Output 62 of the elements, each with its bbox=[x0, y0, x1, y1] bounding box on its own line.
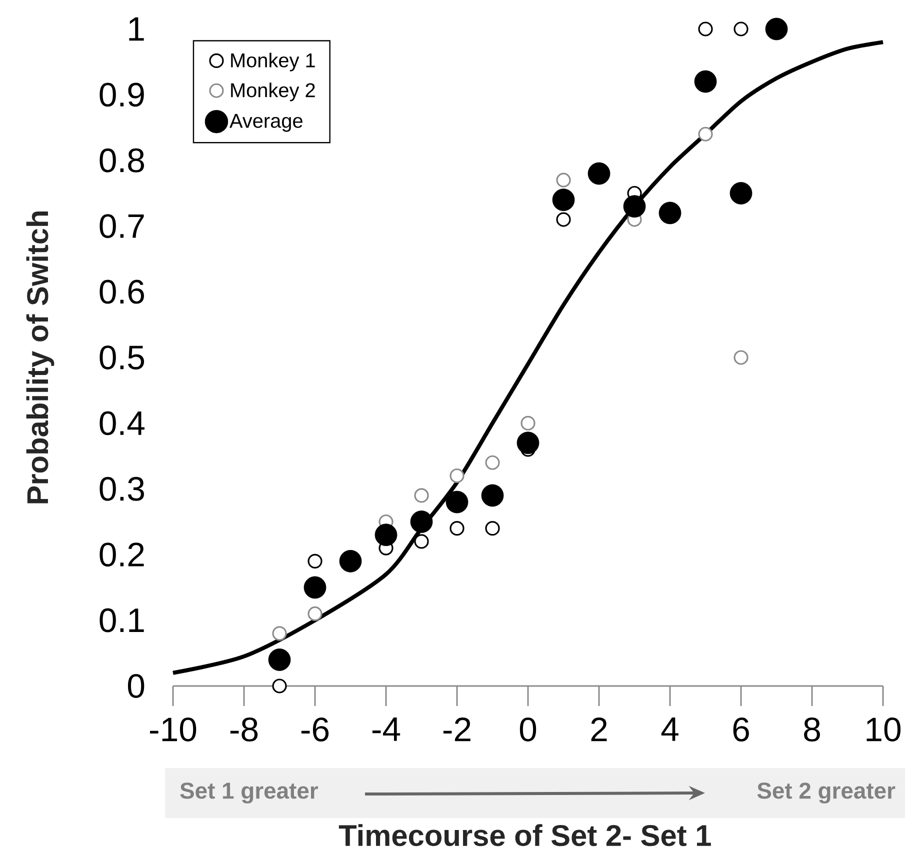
text: Set 2 greater bbox=[757, 782, 896, 804]
point bbox=[694, 70, 717, 93]
point bbox=[485, 521, 500, 536]
point bbox=[556, 172, 571, 188]
y-tick-label: 0.5 bbox=[100, 346, 144, 370]
y-tick-label: 1 bbox=[129, 17, 144, 41]
x-tick-label: -4 bbox=[372, 718, 400, 741]
point bbox=[765, 18, 788, 40]
x-tick-label: 8 bbox=[804, 718, 820, 742]
point bbox=[481, 484, 504, 507]
point bbox=[339, 550, 362, 572]
point bbox=[588, 162, 610, 185]
x-tick-label: 10 bbox=[866, 718, 901, 742]
point bbox=[272, 626, 287, 641]
x-tick-label: 4 bbox=[661, 718, 678, 741]
x-tick-label: -2 bbox=[443, 718, 470, 742]
point bbox=[446, 490, 468, 514]
point bbox=[414, 534, 429, 549]
point bbox=[556, 212, 571, 227]
y-tick-label: 0.2 bbox=[100, 542, 144, 567]
point bbox=[414, 488, 429, 503]
point bbox=[410, 510, 433, 533]
y-tick-label: 0 bbox=[128, 674, 144, 698]
point bbox=[308, 606, 322, 622]
text: Set 1 greater bbox=[180, 782, 318, 804]
x-tick-label: 2 bbox=[591, 718, 607, 742]
point bbox=[698, 22, 713, 36]
point bbox=[658, 202, 682, 224]
point bbox=[623, 195, 646, 218]
line-series bbox=[171, 40, 886, 675]
x-tick-label: -8 bbox=[230, 718, 258, 742]
y-tick-label: 0.3 bbox=[100, 476, 144, 501]
x-tick-label: 0 bbox=[520, 718, 536, 742]
y-tick-label: 0.9 bbox=[100, 82, 144, 107]
point bbox=[450, 521, 464, 536]
legend-label: Average bbox=[230, 114, 302, 132]
y-tick-label: 0.8 bbox=[100, 148, 144, 172]
point bbox=[272, 678, 287, 694]
y-tick-label: 0.6 bbox=[100, 280, 144, 304]
y-tick-label: 0.1 bbox=[100, 608, 144, 632]
legend-label: Monkey 1 bbox=[231, 52, 315, 72]
point bbox=[485, 455, 500, 470]
x-tick-label: -6 bbox=[301, 718, 329, 742]
point bbox=[730, 182, 752, 204]
point bbox=[734, 22, 748, 36]
point bbox=[552, 188, 575, 212]
y-tick-label: 0.7 bbox=[100, 214, 144, 238]
point bbox=[268, 648, 291, 671]
point bbox=[374, 524, 398, 546]
x-tick-label: -10 bbox=[150, 718, 196, 742]
y-axis-title: Probability of Switch bbox=[26, 212, 54, 504]
point bbox=[304, 576, 326, 599]
x-axis-title: Timecourse of Set 2- Set 1 bbox=[338, 824, 711, 846]
point bbox=[450, 468, 464, 484]
x-tick-label: 6 bbox=[733, 718, 749, 742]
y-tick-label: 0.4 bbox=[100, 411, 144, 436]
point bbox=[698, 126, 713, 142]
point bbox=[308, 554, 322, 568]
point bbox=[516, 432, 540, 454]
legend-label: Monkey 2 bbox=[231, 82, 315, 102]
point bbox=[734, 350, 748, 365]
point bbox=[520, 416, 536, 430]
